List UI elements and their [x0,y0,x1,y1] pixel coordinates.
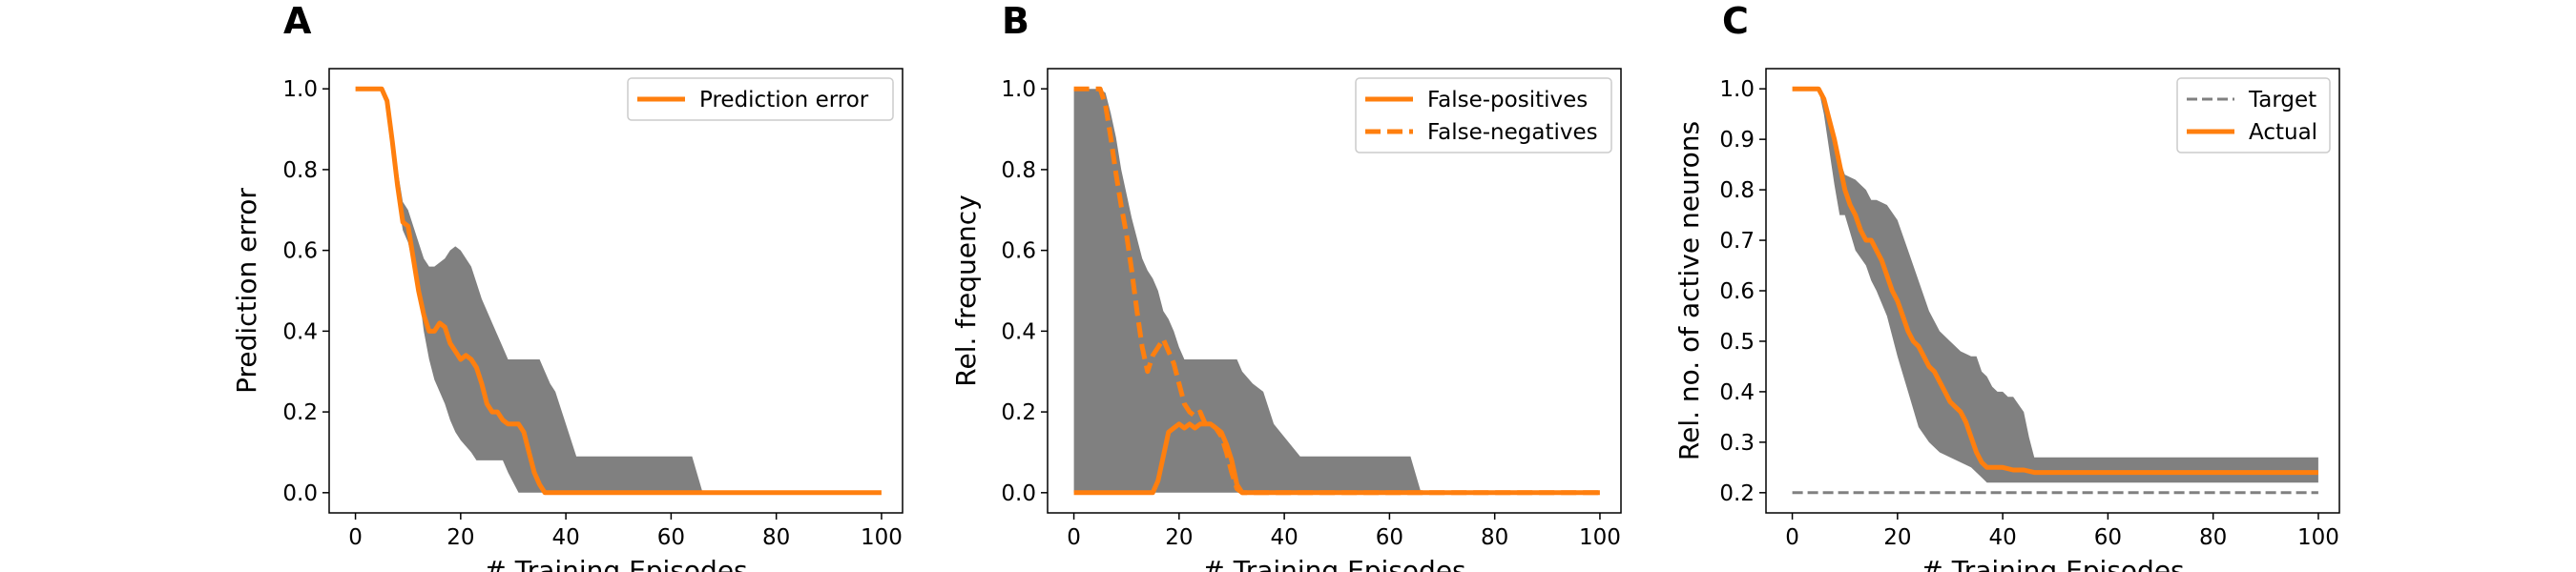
panel-letter: C [1722,0,1749,42]
panel-letter: A [283,0,312,42]
y-axis-label: Rel. frequency [950,194,982,386]
y-tick-label: 0.2 [1719,481,1755,506]
series-line-1 [1073,421,1600,496]
variance-band [355,89,882,493]
panel-letter: B [1002,0,1029,42]
axes-frame [1047,68,1622,514]
x-tick-label: 60 [1376,525,1403,550]
x-tick-label: 40 [1988,525,2016,550]
legend-entry-label: False-negatives [1427,120,1598,145]
legend: Prediction error [627,77,894,121]
panel-b: B 0 20 40 60 80 100 0.0 0.2 0.4 0.6 0.8 1.0 # Trainin… [950,0,1622,572]
variance-band [1073,89,1600,493]
x-tick-label: 40 [551,525,579,550]
y-tick-label: 1.0 [1719,77,1755,102]
series-line-1 [1792,86,2318,476]
legend-entry-label: Actual [2249,120,2317,145]
x-tick-label: 20 [1165,525,1193,550]
y-tick-label: 0.4 [1719,380,1755,405]
y-tick-label: 0.2 [282,400,318,425]
x-tick-label: 20 [1883,525,1911,550]
y-tick-label: 0.3 [1719,431,1755,456]
y-tick-label: 0.0 [1001,481,1036,506]
x-tick-label: 0 [348,525,363,550]
x-tick-label: 20 [447,525,474,550]
y-tick-label: 0.6 [282,239,318,264]
series-line-1 [355,86,882,496]
y-tick-label: 0.7 [1719,229,1755,254]
legend-box [1355,77,1612,153]
panel-c: C 0 20 40 60 80 100 0.2 0.3 0.4 0.5 0.6 0.7 0.8 0.9 1.0… [1673,0,2340,572]
x-axis-label: # Training Episodes [1921,555,2184,572]
y-tick-label: 0.8 [282,158,318,183]
variance-band [1792,89,2318,483]
x-tick-label: 100 [1579,525,1621,550]
x-tick-label: 100 [861,525,903,550]
y-tick-label: 0.6 [1719,279,1755,304]
x-tick-label: 0 [1067,525,1081,550]
legend-entry-label: Target [2248,88,2316,112]
y-tick-label: 0.8 [1001,158,1036,183]
legend: Target Actual [2176,77,2331,153]
x-tick-label: 80 [762,525,790,550]
y-tick-label: 0.5 [1719,330,1755,355]
axes-frame [328,68,904,514]
y-tick-label: 1.0 [1001,77,1036,102]
y-axis-label: Rel. no. of active neurons [1673,121,1705,460]
y-tick-label: 0.4 [282,319,318,344]
x-tick-label: 40 [1270,525,1298,550]
x-tick-label: 80 [1481,525,1508,550]
x-tick-label: 80 [2199,525,2227,550]
legend-entry-label: Prediction error [699,88,869,112]
series-line-2 [1073,86,1600,496]
x-tick-label: 100 [2297,525,2339,550]
y-tick-label: 0.6 [1001,239,1036,264]
x-tick-label: 0 [1785,525,1799,550]
y-tick-label: 0.2 [1001,400,1036,425]
x-tick-label: 60 [657,525,685,550]
legend: False-positives False-negatives [1355,77,1612,153]
y-tick-label: 0.0 [282,481,318,506]
panel-a: A 0 20 40 60 80 100 0.0 0.2 0.4 0.6 0.8 1.0 # Trainin… [231,0,904,572]
y-tick-label: 1.0 [282,77,318,102]
y-tick-label: 0.8 [1719,178,1755,203]
x-tick-label: 60 [2094,525,2122,550]
x-axis-label: # Training Episodes [1202,555,1465,572]
y-tick-label: 0.9 [1719,128,1755,153]
y-tick-label: 0.4 [1001,319,1036,344]
legend-box [627,77,894,121]
y-axis-label: Prediction error [231,188,262,394]
x-axis-label: # Training Episodes [484,555,747,572]
legend-entry-label: False-positives [1427,88,1588,112]
